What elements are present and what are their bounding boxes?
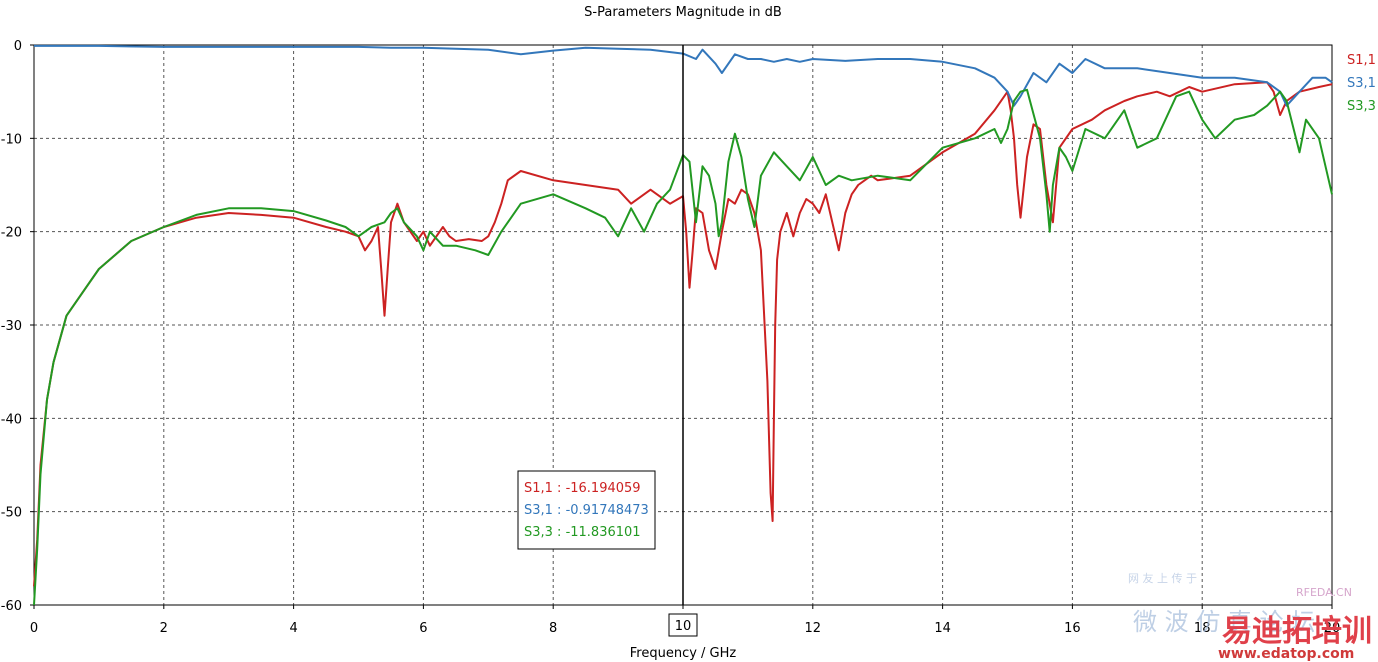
series-layer <box>33 44 1333 606</box>
x-tick-label: 18 <box>1194 621 1211 636</box>
readout-s11: S1,1 : -16.194059 <box>524 481 641 496</box>
series-line-S33 <box>33 88 1333 606</box>
y-tick-label: -20 <box>1 226 22 241</box>
y-tick-label: -10 <box>1 132 22 147</box>
x-tick-label: 8 <box>549 621 557 636</box>
x-tick-label: 2 <box>160 621 168 636</box>
x-tick-label: 12 <box>805 621 822 636</box>
marker-label: 10 <box>675 619 692 634</box>
x-tick-label: 20 <box>1324 621 1341 636</box>
readout-s33: S3,3 : -11.836101 <box>524 525 641 540</box>
watermark-brand: RFEDA.CN <box>1296 586 1352 599</box>
y-tick-label: -30 <box>1 319 22 334</box>
y-tick-label: 0 <box>14 39 22 54</box>
readout-box <box>517 470 656 550</box>
watermark-url: www.edatop.com <box>1218 646 1354 662</box>
y-axis: 0 -10 -20 -30 -40 -50 -60 <box>1 39 34 614</box>
legend: S1,1 S3,1 S3,3 <box>1347 53 1376 114</box>
x-axis-label: Frequency / GHz <box>630 646 737 661</box>
series-line-S31 <box>34 44 1333 107</box>
marker-label-box[interactable] <box>668 613 698 637</box>
y-tick-label: -60 <box>1 599 22 614</box>
x-tick-label: 16 <box>1064 621 1081 636</box>
x-tick-label: 6 <box>419 621 427 636</box>
value-readout: S1,1 : -16.194059 S3,1 : -0.91748473 S3,… <box>517 470 656 550</box>
y-tick-label: -40 <box>1 412 22 427</box>
watermark-line1: 网 友 上 传 于 <box>1128 571 1197 585</box>
x-axis: 0 2 4 6 8 12 14 16 18 20 <box>30 605 1340 636</box>
watermark-cn-logo: 易迪拓培训 <box>1222 614 1372 649</box>
watermark-line2: 微 波 仿 真 论 坛 <box>1133 608 1315 636</box>
watermark: 网 友 上 传 于 RFEDA.CN 微 波 仿 真 论 坛 易迪拓培训 www… <box>1128 571 1372 662</box>
x-tick-label: 14 <box>934 621 951 636</box>
chart-title: S-Parameters Magnitude in dB <box>584 5 782 20</box>
series-line-S11 <box>33 81 1333 587</box>
x-tick-label: 0 <box>30 621 38 636</box>
legend-item-S33: S3,3 <box>1347 99 1376 114</box>
readout-s31: S3,1 : -0.91748473 <box>524 503 649 518</box>
legend-item-S11: S1,1 <box>1347 53 1376 68</box>
legend-item-S31: S3,1 <box>1347 76 1376 91</box>
x-tick-label: 4 <box>289 621 297 636</box>
y-tick-label: -50 <box>1 506 22 521</box>
